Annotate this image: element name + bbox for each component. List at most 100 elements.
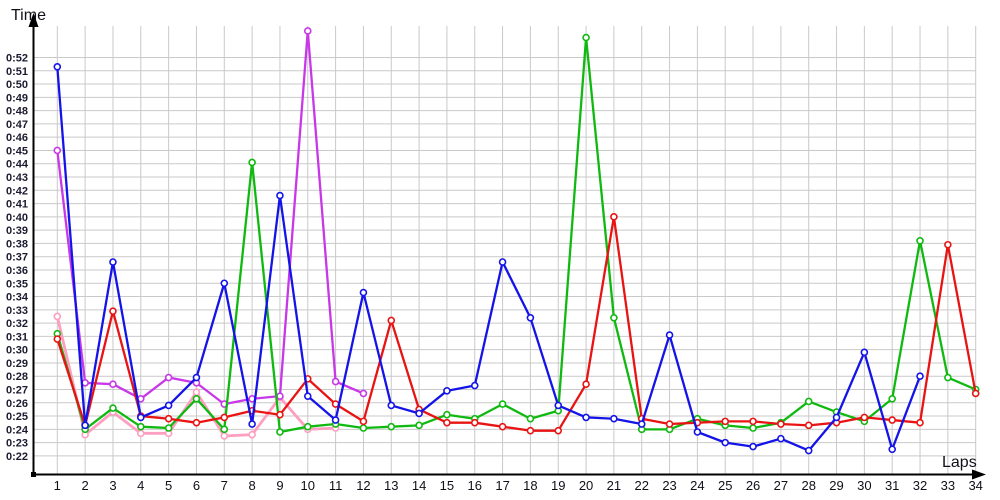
x-tick-label: 27 [774,478,788,493]
series-red-marker [721,417,730,426]
x-tick-label: 15 [440,478,454,493]
series-green-marker [276,428,284,436]
x-tick-label: 13 [384,478,398,493]
series-red-marker [582,380,590,388]
series-red-marker [944,240,952,249]
series-red-marker [610,213,618,221]
series-red-marker [53,335,62,343]
y-tick-label: 0:28 [6,371,28,383]
y-tick-label: 0:31 [6,331,28,343]
series-pink-marker [220,432,229,440]
series-blue-marker [443,387,451,395]
series-red-marker [276,410,284,419]
series-blue-marker [498,258,507,266]
series-blue-marker [832,413,841,422]
series-blue-marker [916,372,924,381]
y-tick-label: 0:32 [6,318,28,330]
x-tick-label: 25 [718,478,732,493]
series-violet-marker [331,377,340,386]
series-green-marker [888,394,897,403]
y-tick-label: 0:49 [6,92,28,104]
x-axis-arrow-icon [972,469,986,480]
x-tick-label: 7 [221,478,228,493]
x-tick-label: 3 [109,478,116,493]
series-green-marker [136,422,145,431]
x-tick-label: 2 [82,478,89,493]
series-red-marker [443,418,451,427]
x-tick-label: 8 [248,478,255,493]
series-violet-marker [109,380,117,388]
series-blue-marker [164,401,173,410]
series-violet-line [56,29,364,406]
x-tick-label: 34 [968,478,982,493]
series-blue-marker [248,420,256,428]
series-red-marker [526,426,535,435]
x-tick-label: 32 [913,478,927,493]
y-tick-label: 0:26 [6,398,28,410]
axes [28,13,986,480]
x-tick-label: 22 [634,478,648,493]
series-blue-line [56,66,922,452]
data-series [53,27,980,455]
y-tick-label: 0:22 [6,451,28,463]
y-tick-label: 0:37 [6,252,28,264]
series-red-marker [387,316,396,325]
series-pink-marker [53,312,62,321]
y-tick-label: 0:48 [6,106,28,118]
x-tick-label: 4 [137,478,144,493]
series-blue-marker [136,413,145,422]
series-violet-marker [53,146,62,155]
series-violet-marker [164,373,173,382]
series-red-marker [359,417,368,426]
series-blue-marker [331,416,340,424]
y-tick-label: 0:25 [6,411,28,423]
series-green-marker [303,422,312,431]
series-blue-marker [359,288,368,297]
x-tick-label: 5 [165,478,172,493]
y-tick-label: 0:52 [6,53,28,65]
y-axis-arrow-icon [28,13,39,27]
x-tick-label: 11 [329,478,343,493]
x-axis-title: Laps [942,454,977,471]
series-green-marker [749,424,757,432]
series-red-marker [109,307,117,315]
series-green-marker [359,424,368,432]
x-tick-label: 6 [193,478,200,493]
y-tick-label: 0:47 [6,119,28,131]
series-blue-marker [804,446,813,455]
y-tick-label: 0:40 [6,212,28,224]
x-tick-label: 19 [551,478,565,493]
series-blue-marker [220,279,229,288]
y-tick-label: 0:36 [6,265,28,277]
x-tick-label: 18 [523,478,537,493]
series-green-marker [220,425,229,434]
x-tick-label: 29 [829,478,843,493]
series-red-marker [554,426,563,435]
y-tick-label: 0:46 [6,132,28,144]
series-red-marker [164,414,173,423]
x-tick-label: 16 [468,478,482,493]
x-tick-label: 20 [579,478,593,493]
y-tick-label: 0:29 [6,358,28,370]
series-green-marker [248,158,256,167]
series-green-marker [387,422,396,431]
series-red-marker [470,418,479,427]
y-tick-label: 0:38 [6,238,28,250]
axis-origin-dot [31,472,36,477]
series-green-marker [610,313,618,322]
series-red-marker [916,418,924,427]
series-violet-marker [276,392,284,400]
y-tick-label: 0:27 [6,385,28,397]
x-tick-label: 23 [662,478,676,493]
series-blue-marker [610,414,618,423]
series-violet-marker [303,27,312,35]
series-blue-marker [303,392,312,400]
series-blue-marker [387,401,396,410]
series-blue-marker [693,428,702,436]
y-tick-label: 0:34 [6,292,29,304]
series-green-marker [804,397,813,406]
series-green-marker [164,424,173,432]
series-blue-marker [637,420,646,428]
series-blue-marker [81,421,89,430]
series-red-marker [777,420,785,428]
